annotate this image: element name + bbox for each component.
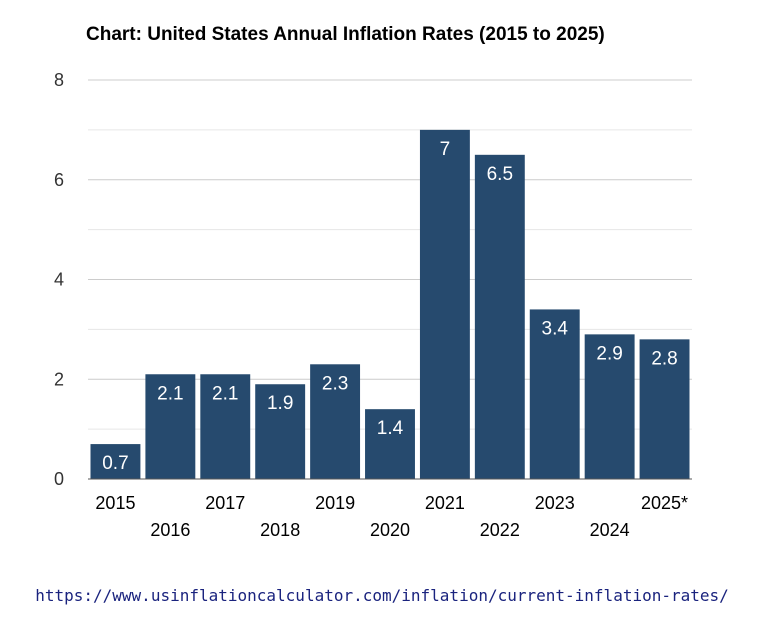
data-label: 2.9	[596, 343, 622, 364]
bar-2022	[474, 154, 525, 479]
bar-2024	[584, 334, 635, 479]
x-tick-label: 2025*	[641, 493, 688, 513]
y-tick-label: 2	[54, 369, 64, 389]
bar-chart: 0 2 4 6 8 0.7 2.1 2.1 1.9 2.3 1.4 7 6.5 3.4 2.9 2.8 20…	[54, 70, 692, 540]
y-axis-ticks: 0 2 4 6 8	[54, 70, 64, 489]
data-label: 6.5	[487, 164, 513, 185]
bar-2020	[365, 409, 415, 479]
y-tick-label: 8	[54, 70, 64, 90]
y-tick-label: 4	[54, 270, 64, 290]
bar-2017	[200, 374, 251, 479]
data-label: 2.1	[212, 383, 238, 404]
x-tick-label: 2017	[205, 493, 245, 513]
chart-title: Chart: United States Annual Inflation Ra…	[86, 24, 605, 45]
data-label: 2.8	[651, 348, 677, 369]
data-label: 1.4	[377, 418, 404, 439]
data-labels: 0.7 2.1 2.1 1.9 2.3 1.4 7 6.5 3.4 2.9 2.8	[102, 139, 678, 474]
data-label: 1.9	[267, 393, 293, 414]
x-tick-label: 2024	[590, 520, 630, 540]
bar-2018	[255, 384, 306, 479]
bar-2023	[529, 309, 580, 479]
bar-2025	[639, 339, 690, 479]
x-tick-label: 2023	[535, 493, 575, 513]
x-tick-label: 2018	[260, 520, 300, 540]
bar-2015	[90, 444, 141, 479]
bar-2016	[145, 374, 196, 479]
data-label: 2.1	[157, 383, 183, 404]
data-label: 7	[440, 139, 451, 160]
y-tick-label: 0	[54, 469, 64, 489]
x-tick-label: 2015	[95, 493, 135, 513]
bar-2019	[310, 364, 361, 479]
x-tick-label: 2021	[425, 493, 465, 513]
data-label: 2.3	[322, 373, 348, 394]
x-tick-label: 2019	[315, 493, 355, 513]
x-tick-label: 2016	[150, 520, 190, 540]
source-url: https://www.usinflationcalculator.com/in…	[35, 586, 729, 605]
x-tick-label: 2022	[480, 520, 520, 540]
data-label: 0.7	[102, 453, 128, 474]
x-tick-label: 2020	[370, 520, 410, 540]
y-tick-label: 6	[54, 170, 64, 190]
x-axis-ticks: 2015 2016 2017 2018 2019 2020 2021 2022 2023 2024…	[95, 493, 688, 540]
bars	[90, 129, 690, 479]
data-label: 3.4	[542, 318, 569, 339]
bar-2021	[419, 129, 470, 479]
